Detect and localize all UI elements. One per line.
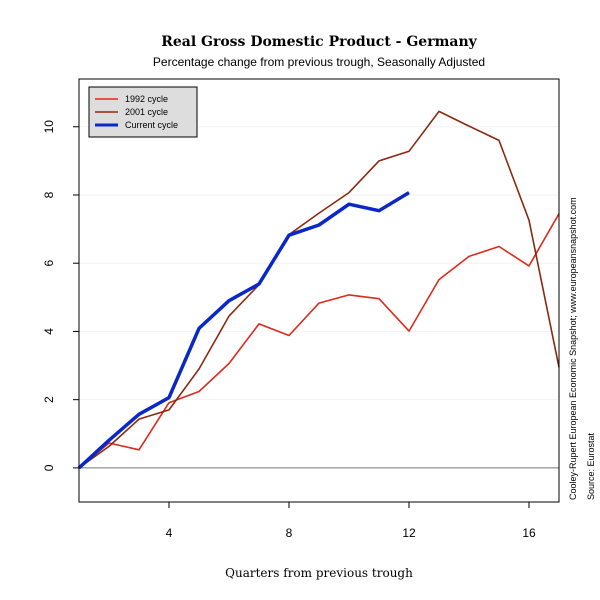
series-layer — [77, 110, 560, 470]
legend: 1992 cycle 2001 cycle Current cycle — [88, 86, 198, 138]
legend-label-2001: 2001 cycle — [125, 107, 168, 117]
y-tick-label: 2 — [42, 396, 56, 403]
series-line-1992-cycle — [78, 213, 560, 469]
x-axis-label: Quarters from previous trough — [225, 566, 413, 580]
x-tick-label: 4 — [166, 526, 173, 540]
x-axis: 4 8 12 16 — [166, 502, 536, 540]
y-axis: 0 2 4 6 8 10 — [42, 120, 79, 471]
source-note: Source: Eurostat — [586, 432, 596, 500]
legend-label-1992: 1992 cycle — [125, 94, 168, 104]
credit-note: Cooley-Rupert European Economic Snapshot… — [568, 197, 578, 500]
chart-title: Real Gross Domestic Product - Germany — [161, 34, 477, 50]
x-tick-label: 16 — [522, 526, 536, 540]
y-tick-label: 10 — [42, 120, 56, 134]
y-tick-label: 6 — [42, 260, 56, 267]
grid-lines — [79, 126, 559, 469]
legend-label-current: Current cycle — [125, 120, 178, 130]
chart-subtitle: Percentage change from previous trough, … — [153, 55, 485, 69]
x-tick-label: 12 — [402, 526, 416, 540]
y-tick-label: 8 — [42, 191, 56, 198]
y-tick-label: 0 — [42, 464, 56, 471]
series-line-current-cycle — [77, 191, 410, 470]
series-line-2001-cycle — [78, 110, 560, 469]
x-tick-label: 8 — [286, 526, 293, 540]
y-tick-label: 4 — [42, 328, 56, 335]
plot-frame — [78, 78, 560, 503]
